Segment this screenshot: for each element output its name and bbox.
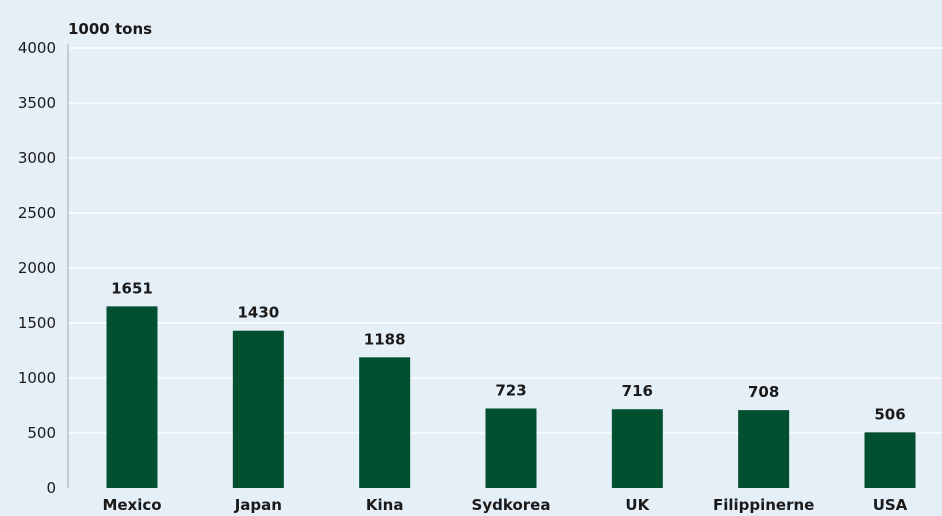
bar-value-label: 1188 [364, 330, 406, 348]
y-tick-label: 0 [46, 479, 56, 497]
bar [232, 330, 284, 488]
x-axis-labels: Mexico Japan Kina Sydkorea UK Filippinerne USA [102, 496, 907, 514]
x-tick-label: Kina [366, 496, 404, 514]
bar-value-label: 1651 [111, 279, 153, 297]
y-axis-ticks: 0 500 1000 1500 2000 2500 3000 3500 4000 [18, 39, 56, 497]
y-tick-label: 1500 [18, 314, 56, 332]
x-tick-label: Sydkorea [472, 496, 551, 514]
data-labels: 1651 1430 1188 723 716 708 506 [111, 279, 906, 423]
y-tick-label: 1000 [18, 369, 56, 387]
bar [611, 409, 663, 488]
y-tick-label: 500 [27, 424, 56, 442]
bars [106, 306, 916, 488]
bar-value-label: 1430 [237, 304, 279, 322]
x-tick-label: Filippinerne [713, 496, 814, 514]
y-tick-label: 4000 [18, 39, 56, 57]
bar [106, 306, 158, 488]
x-tick-label: Mexico [102, 496, 161, 514]
y-tick-label: 2500 [18, 204, 56, 222]
bar-value-label: 506 [874, 405, 905, 423]
x-tick-label: USA [873, 496, 908, 514]
bar-value-label: 716 [622, 382, 653, 400]
y-tick-label: 3500 [18, 94, 56, 112]
bar-value-label: 723 [495, 381, 526, 399]
bar-value-label: 708 [748, 383, 779, 401]
y-tick-label: 3000 [18, 149, 56, 167]
x-tick-label: Japan [234, 496, 282, 514]
bar [359, 357, 411, 488]
bar [738, 410, 790, 488]
y-axis-unit-label: 1000 tons [68, 20, 152, 38]
x-tick-label: UK [625, 496, 650, 514]
bar [485, 408, 537, 488]
y-tick-label: 2000 [18, 259, 56, 277]
gridlines [68, 47, 942, 434]
bar [864, 432, 916, 488]
